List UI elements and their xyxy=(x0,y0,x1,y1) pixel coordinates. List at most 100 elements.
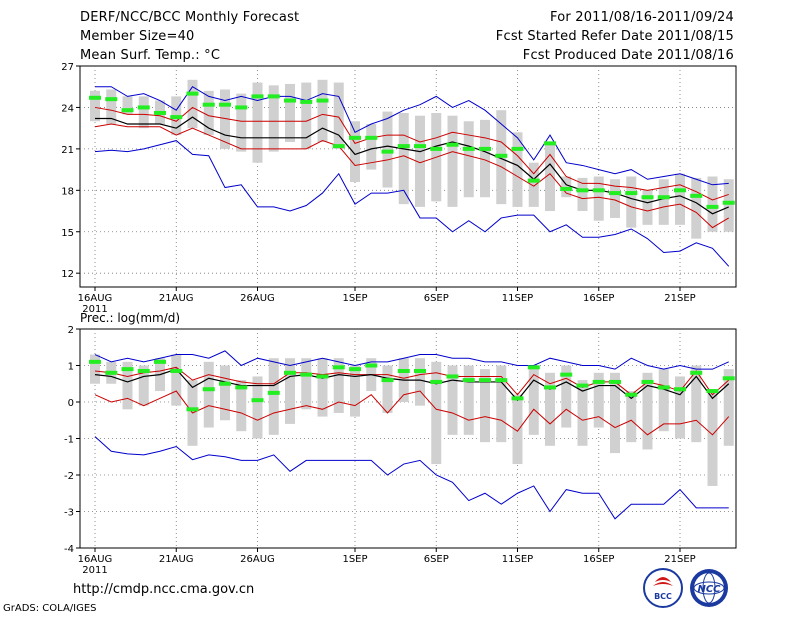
chart1-median-mark xyxy=(511,146,524,151)
forecast-start-date: Fcst Started Refer Date 2011/08/15 xyxy=(495,29,734,44)
chart1-xtick-label: 16AUG xyxy=(78,293,113,304)
chart2-xtick-label: 21AUG xyxy=(159,554,194,565)
chart1-median-mark xyxy=(560,186,573,191)
chart2-median-mark xyxy=(235,385,248,390)
chart2-box xyxy=(723,369,734,446)
chart2-median-mark xyxy=(397,368,410,373)
chart2-box xyxy=(138,365,149,406)
chart2-xtick-label: 1SEP xyxy=(342,554,367,565)
chart2-box xyxy=(593,372,604,428)
chart1-box xyxy=(220,89,230,149)
chart2-median-mark xyxy=(690,370,703,375)
chart2-box xyxy=(691,365,702,443)
chart2-median-mark xyxy=(560,372,573,377)
chart2-ytick-label: 1 xyxy=(68,362,74,373)
ncc-logo: NCC xyxy=(690,569,728,607)
chart2-median-mark xyxy=(251,398,264,403)
chart1-box xyxy=(317,79,328,142)
chart1-median-mark xyxy=(544,141,556,146)
chart2-box xyxy=(301,358,312,410)
chart2-median-mark xyxy=(381,378,394,383)
chart2-box xyxy=(480,369,490,443)
chart2-box xyxy=(512,394,523,465)
source-url[interactable]: http://cmdp.ncc.cma.gov.cn xyxy=(73,582,255,597)
chart2-ytick-label: 2 xyxy=(68,325,74,336)
chart2-box xyxy=(415,358,425,406)
chart2-ytick-label: 0 xyxy=(68,398,74,409)
chart1-median-mark xyxy=(154,110,166,115)
forecast-produced-date: Fcst Produced Date 2011/08/16 xyxy=(522,48,734,63)
chart1-median-mark xyxy=(251,94,264,99)
chart2-median-mark xyxy=(170,368,183,373)
chart2-box xyxy=(496,365,507,443)
chart1-median-mark xyxy=(609,191,621,196)
chart1-box xyxy=(577,177,588,212)
chart2-median-mark xyxy=(722,376,735,381)
chart1-box xyxy=(350,121,360,183)
chart2-ytick-label: -1 xyxy=(64,435,74,446)
chart1-box xyxy=(723,179,734,232)
chart1-box xyxy=(301,82,312,149)
chart2-median-mark xyxy=(479,378,491,383)
chart1-median-mark xyxy=(446,142,459,147)
chart2-median-mark xyxy=(154,359,166,364)
chart1-median-mark xyxy=(186,91,199,96)
chart1-box xyxy=(447,115,458,207)
chart2-line-min xyxy=(94,436,729,520)
chart1-box xyxy=(658,179,669,225)
chart1-median-mark xyxy=(592,188,605,193)
chart1-median-mark xyxy=(121,108,134,113)
chart1-box xyxy=(512,132,523,207)
chart2-box xyxy=(350,365,360,417)
chart1-box xyxy=(138,96,149,129)
chart1-box xyxy=(106,89,117,125)
chart2-box xyxy=(577,380,588,446)
chart1-median-mark xyxy=(349,135,361,140)
chart1-median-mark xyxy=(381,149,394,154)
chart1-line-max xyxy=(95,86,729,186)
chart1-box xyxy=(90,90,100,122)
chart2-median-mark xyxy=(89,359,101,364)
chart1-median-mark xyxy=(414,144,426,149)
chart1-median-mark xyxy=(722,200,735,205)
chart1-median-mark xyxy=(690,193,703,198)
chart2-median-mark xyxy=(430,379,443,384)
chart2-median-mark xyxy=(625,392,638,397)
chart2-median-mark xyxy=(641,379,654,384)
chart2-line-mean xyxy=(94,368,730,402)
chart2-box xyxy=(447,365,458,435)
variable-label-temp: Mean Surf. Temp.: °C xyxy=(80,48,221,63)
chart2-median-mark xyxy=(592,379,605,384)
chart2-box xyxy=(431,361,442,465)
chart2-box xyxy=(610,372,620,454)
chart2-box xyxy=(333,358,344,413)
chart1-median-mark xyxy=(284,98,296,103)
chart1-line-mean xyxy=(95,116,729,215)
chart1-box xyxy=(691,177,702,239)
ncc-logo-text: NCC xyxy=(697,584,721,595)
chart1-median-mark xyxy=(576,188,589,193)
chart2-box xyxy=(122,361,133,410)
chart2-box xyxy=(642,372,653,450)
chart1-median-mark xyxy=(495,153,508,158)
chart1-median-mark xyxy=(674,188,686,193)
chart2-box xyxy=(203,361,214,428)
chart2-xtick-label: 16SEP xyxy=(583,554,614,565)
chart1-xtick-label: 16SEP xyxy=(583,293,614,304)
chart1-median-mark xyxy=(657,195,670,200)
chart2-line-max xyxy=(94,350,729,370)
chart2-median-mark xyxy=(300,372,313,377)
chart1-median-mark xyxy=(235,105,248,110)
chart1-median-mark xyxy=(462,146,475,151)
chart1-line-min xyxy=(94,140,730,267)
chart1-box xyxy=(415,115,425,207)
chart1-median-mark xyxy=(202,102,215,107)
bcc-logo: BCC xyxy=(643,568,683,608)
chart2-median-mark xyxy=(267,390,280,395)
chart2-xtick-label: 11SEP xyxy=(502,554,533,565)
chart1-xtick-label: 11SEP xyxy=(502,293,533,304)
chart1-box xyxy=(610,179,620,218)
chart1-ytick-label: 27 xyxy=(61,62,74,73)
chart2-ytick-label: -2 xyxy=(64,471,74,482)
